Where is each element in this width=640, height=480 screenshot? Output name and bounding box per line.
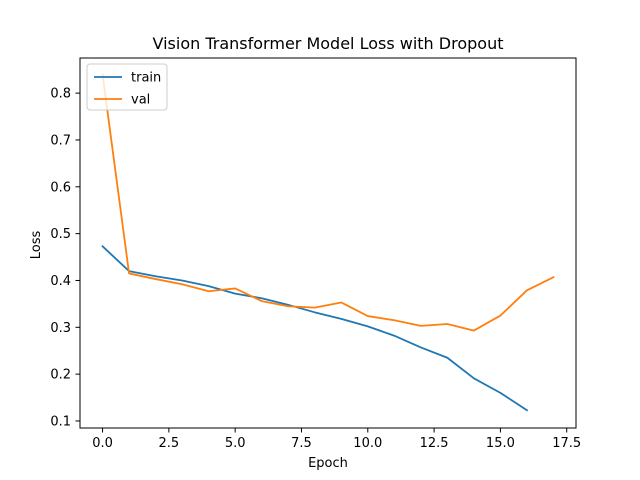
x-tick-label: 17.5 xyxy=(552,436,581,451)
legend-label-train: train xyxy=(131,71,161,86)
series-line-train xyxy=(101,245,529,412)
chart-title: Vision Transformer Model Loss with Dropo… xyxy=(153,34,504,53)
y-tick-label: 0.4 xyxy=(50,274,71,289)
y-tick-label: 0.7 xyxy=(50,133,71,148)
x-tick-label: 12.5 xyxy=(420,436,449,451)
axes-frame xyxy=(79,57,577,429)
x-tick-label: 0.0 xyxy=(92,436,113,451)
x-tick-label: 5.0 xyxy=(225,436,246,451)
plot-area: 0.0 2.5 5.0 7.5 10.0 12.5 15.0 17.5 0.1 0.2 0.3 0.4… xyxy=(50,57,581,451)
y-tick-label: 0.3 xyxy=(50,321,71,336)
y-axis-label: Loss xyxy=(29,231,44,260)
y-tick-label: 0.8 xyxy=(50,87,71,102)
y-tick-label: 0.1 xyxy=(50,414,71,429)
y-tick-label: 0.2 xyxy=(50,368,71,383)
y-tick-label: 0.6 xyxy=(50,180,71,195)
x-axis-label: Epoch xyxy=(308,456,348,471)
y-tick-label: 0.5 xyxy=(50,227,71,242)
x-tick-label: 10.0 xyxy=(353,436,382,451)
x-tick-label: 15.0 xyxy=(486,436,515,451)
legend: train val xyxy=(86,63,168,111)
x-tick-label: 2.5 xyxy=(159,436,180,451)
x-tick-label: 7.5 xyxy=(291,436,312,451)
series-line-val xyxy=(101,73,555,332)
legend-label-val: val xyxy=(131,93,150,108)
